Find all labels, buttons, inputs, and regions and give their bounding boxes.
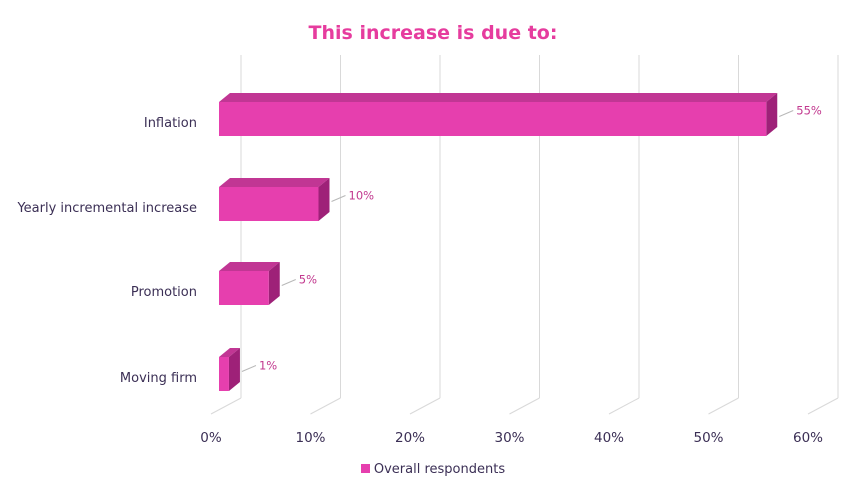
data-label: 5% <box>299 273 317 287</box>
category-label: Inflation <box>144 116 197 131</box>
category-label: Moving firm <box>120 371 197 386</box>
x-tick-label: 30% <box>494 430 524 446</box>
gridline-floor <box>310 397 341 415</box>
gridline-floor <box>708 397 739 415</box>
x-tick-label: 20% <box>395 430 425 446</box>
gridline-floor <box>509 397 540 415</box>
category-label: Yearly incremental increase <box>16 201 197 216</box>
gridline-floor <box>807 397 839 415</box>
bar <box>219 357 229 391</box>
bar-side-face <box>318 178 330 221</box>
data-label: 55% <box>796 104 822 118</box>
bar-top-face <box>219 348 240 357</box>
bar-side-face <box>228 348 240 391</box>
x-tick-label: 60% <box>793 430 823 446</box>
bar-top-face <box>219 93 778 102</box>
data-label: 10% <box>349 189 375 203</box>
bars <box>219 93 778 391</box>
gridline-floor <box>608 397 640 415</box>
bar-side-face <box>268 262 280 305</box>
x-tick-label: 0% <box>200 430 222 446</box>
gridline-floor <box>409 397 441 415</box>
legend: Overall respondents <box>0 462 866 477</box>
bar <box>219 187 319 221</box>
legend-swatch <box>360 464 370 473</box>
data-label-leader <box>241 365 257 372</box>
bar-top-face <box>219 178 330 187</box>
bar-top-face <box>219 262 280 271</box>
x-tick-label: 40% <box>594 430 624 446</box>
data-label-leader <box>331 195 346 202</box>
data-label-leader <box>779 110 794 117</box>
data-label: 1% <box>259 359 277 373</box>
gridline-floor <box>210 397 242 415</box>
bar <box>219 271 269 305</box>
category-label: Promotion <box>131 285 197 300</box>
x-tick-label: 50% <box>693 430 723 446</box>
data-label-leader <box>281 279 296 286</box>
bar <box>219 102 767 136</box>
labels: 0% 10% 20% 30% 40% 50% 60% 55% Inflation 10% Yearl… <box>16 104 823 447</box>
x-tick-label: 10% <box>295 430 325 446</box>
chart-title: This increase is due to: <box>308 22 558 44</box>
legend-label: Overall respondents <box>373 462 506 477</box>
bar-side-face <box>766 93 778 136</box>
